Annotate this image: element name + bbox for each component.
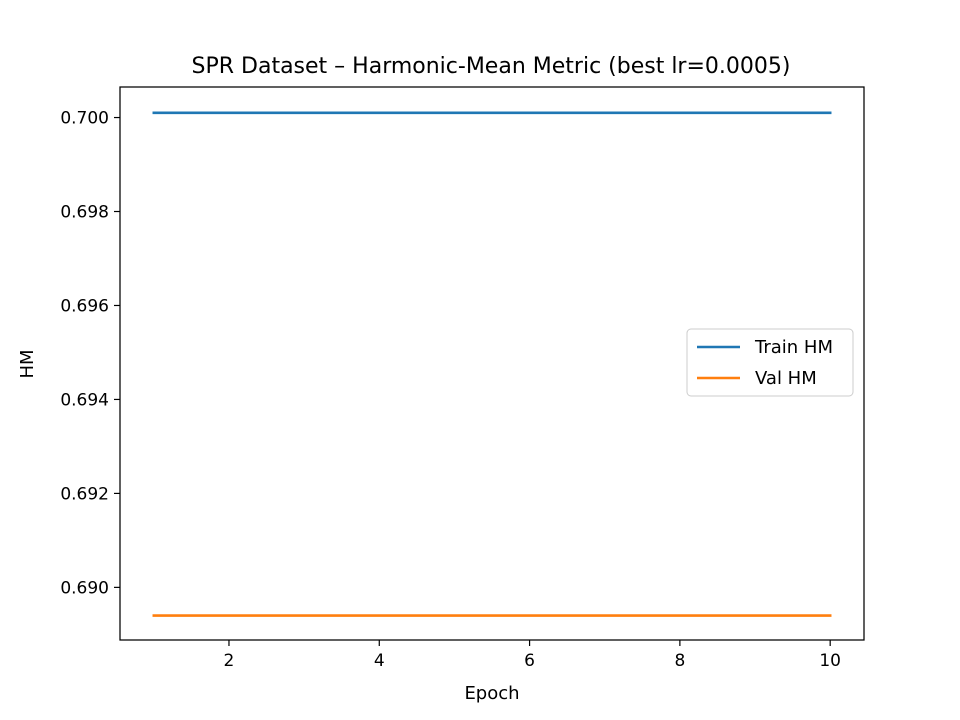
y-axis-label: HM (17, 349, 38, 378)
plot-frame (119, 86, 865, 641)
legend-label-1: Val HM (755, 368, 817, 389)
chart-title: SPR Dataset – Harmonic-Mean Metric (best… (192, 54, 791, 79)
y-tick-label: 0.698 (60, 203, 109, 223)
y-axis: 0.690 0.692 0.694 0.696 0.698 0.700 (60, 109, 120, 598)
y-tick-label: 0.700 (60, 109, 109, 129)
legend-label-0: Train HM (754, 337, 833, 358)
legend: Train HM Val HM (686, 328, 854, 397)
x-tick-label: 2 (224, 651, 235, 671)
x-tick-label: 8 (674, 651, 685, 671)
y-tick-label: 0.694 (60, 390, 109, 410)
y-tick-label: 0.696 (60, 296, 109, 316)
x-tick-label: 6 (524, 651, 535, 671)
x-axis-label: Epoch (464, 683, 519, 704)
x-axis: 2 4 6 8 10 (224, 640, 841, 671)
y-tick-label: 0.690 (60, 578, 109, 598)
series-layer (152, 111, 832, 617)
x-tick-label: 4 (374, 651, 385, 671)
x-tick-label: 10 (819, 651, 841, 671)
y-tick-label: 0.692 (60, 484, 109, 504)
